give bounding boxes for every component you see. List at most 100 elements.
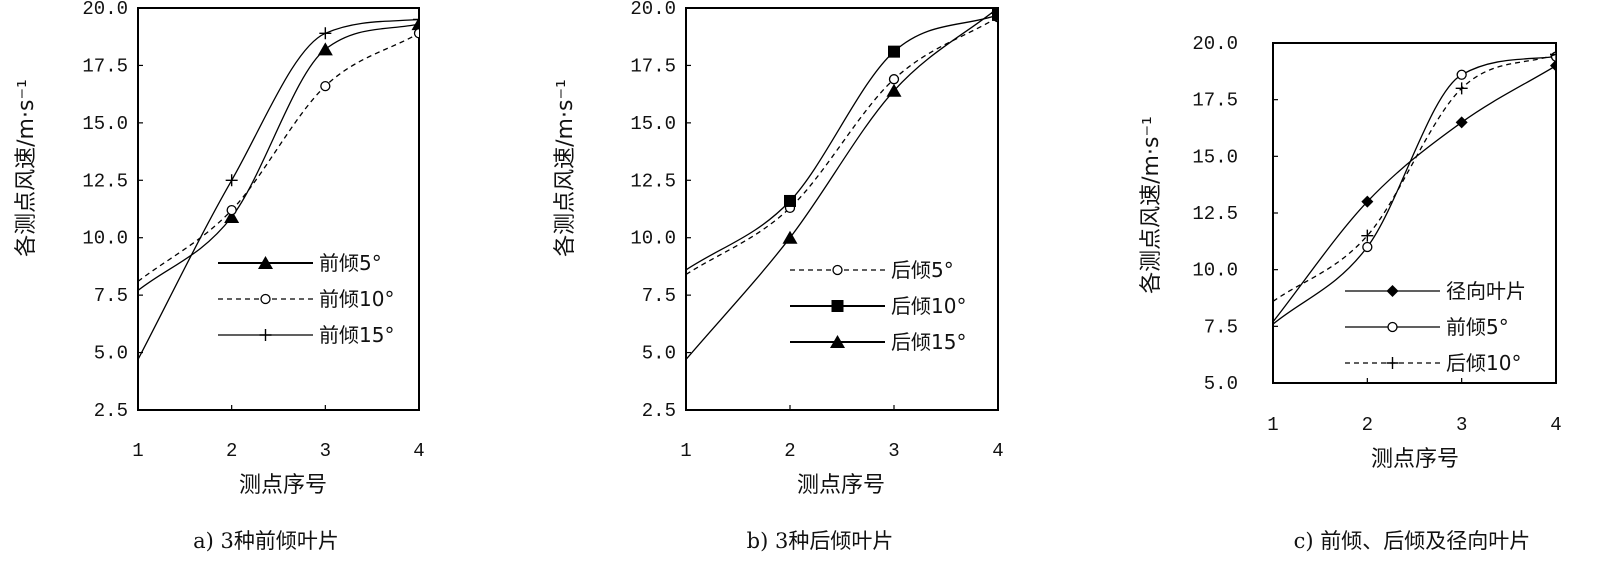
y-tick-label: 2.5 — [94, 400, 128, 422]
y-tick-label: 7.5 — [642, 285, 676, 307]
x-tick-label: 2 — [226, 440, 237, 462]
series-line — [138, 32, 419, 282]
x-axis-title-a: 测点序号 — [239, 473, 327, 498]
y-tick-label: 12.5 — [630, 170, 676, 192]
y-tick-label: 20.0 — [1192, 33, 1238, 55]
y-tick-label: 5.0 — [642, 343, 676, 365]
legend-label: 后倾5° — [891, 258, 954, 282]
series-1 — [686, 12, 998, 276]
data-point-marker — [886, 83, 902, 97]
data-point-marker — [411, 17, 419, 31]
y-tick-label: 7.5 — [1204, 316, 1238, 338]
data-point-marker — [1550, 59, 1556, 72]
y-tick-label: 2.5 — [642, 400, 676, 422]
series-2 — [686, 8, 998, 271]
plot-frame — [137, 7, 420, 411]
legend-marker — [259, 329, 272, 341]
data-point-marker — [1361, 195, 1374, 208]
panel-a: 2.5 5.0 7.5 10.0 12.5 15.0 17.5 20.0 1 2 3 4 前倾5° 前倾1… — [14, 0, 425, 553]
series-2 — [1273, 51, 1556, 325]
data-point-marker — [990, 8, 998, 14]
series-line — [686, 16, 998, 276]
data-point-marker — [784, 194, 796, 207]
series-2 — [138, 28, 419, 282]
legend-marker — [831, 300, 844, 312]
legend-marker — [260, 293, 271, 305]
x-axis-title-c: 测点序号 — [1371, 447, 1459, 472]
caption-b: b) 3种后倾叶片 — [747, 529, 894, 553]
y-tick-label: 20.0 — [82, 0, 128, 20]
y-axis-title-b: 各测点风速/m·s⁻¹ — [553, 79, 578, 257]
y-tick-label: 15.0 — [630, 113, 676, 135]
x-tick-label: 1 — [680, 440, 691, 462]
x-tick-label: 1 — [132, 440, 143, 462]
x-tick-label: 1 — [1267, 414, 1278, 436]
x-tick-label: 3 — [320, 440, 331, 462]
y-tick-label: 12.5 — [1192, 203, 1238, 225]
data-point-marker — [1362, 241, 1373, 253]
legend-marker — [1387, 321, 1398, 333]
y-tick-label: 15.0 — [1192, 146, 1238, 168]
y-tick-label: 12.5 — [82, 170, 128, 192]
caption-c: c) 前倾、后倾及径向叶片 — [1294, 529, 1531, 553]
data-point-marker — [1455, 116, 1468, 129]
series-line — [1273, 65, 1556, 323]
y-tick-label: 17.5 — [1192, 90, 1238, 112]
data-point-marker — [413, 28, 419, 39]
data-point-marker — [888, 45, 900, 58]
x-tick-label: 3 — [1456, 414, 1467, 436]
y-tick-label: 20.0 — [630, 0, 676, 20]
plot-frame — [685, 7, 999, 411]
legend-label: 后倾10° — [891, 294, 966, 318]
series-line — [686, 14, 998, 271]
legend-label: 前倾5° — [319, 251, 382, 275]
data-point-marker — [782, 230, 798, 244]
y-tick-label: 5.0 — [94, 343, 128, 365]
panel-b: 2.5 5.0 7.5 10.0 12.5 15.0 17.5 20.0 1 2 3 4 后倾5° 后倾1… — [553, 0, 1004, 553]
series-line — [138, 23, 419, 292]
y-tick-label: 10.0 — [1192, 260, 1238, 282]
series-1 — [1273, 59, 1556, 323]
series-1 — [138, 17, 419, 292]
legend-label: 前倾10° — [319, 287, 394, 311]
data-point-marker — [992, 8, 998, 21]
x-tick-label: 2 — [1362, 414, 1373, 436]
legend-marker — [1386, 357, 1399, 369]
data-point-marker — [320, 80, 331, 92]
legend-label: 后倾10° — [1446, 351, 1521, 375]
y-axis-title-a: 各测点风速/m·s⁻¹ — [14, 79, 39, 257]
x-tick-label: 3 — [888, 440, 899, 462]
series-3 — [1273, 48, 1556, 302]
legend-label: 前倾15° — [319, 323, 394, 347]
legend-marker — [1386, 285, 1399, 297]
data-point-marker — [1455, 82, 1468, 95]
y-tick-label: 5.0 — [1204, 373, 1238, 395]
series-3 — [138, 13, 419, 360]
legend-marker — [832, 264, 843, 276]
x-tick-label: 4 — [1550, 414, 1561, 436]
series-line — [1273, 55, 1556, 325]
plot-area-b: 2.5 5.0 7.5 10.0 12.5 15.0 17.5 20.0 1 2 3 4 后倾5° 后倾1… — [630, 0, 1003, 462]
plot-frame — [1272, 42, 1557, 384]
data-point-marker — [1550, 48, 1556, 61]
y-tick-label: 17.5 — [82, 55, 128, 77]
data-point-marker — [413, 13, 419, 26]
x-tick-label: 2 — [784, 440, 795, 462]
y-tick-label: 17.5 — [630, 55, 676, 77]
data-point-marker — [888, 74, 900, 85]
data-point-marker — [319, 27, 332, 40]
data-point-marker — [317, 42, 333, 56]
data-point-marker — [224, 210, 240, 224]
series-line — [686, 8, 998, 360]
y-tick-label: 7.5 — [94, 285, 128, 307]
y-tick-label: 10.0 — [630, 228, 676, 250]
caption-a: a) 3种前倾叶片 — [193, 529, 339, 553]
y-axis-title-c: 各测点风速/m·s⁻¹ — [1139, 116, 1164, 294]
legend-label: 后倾15° — [891, 330, 966, 354]
data-point-marker — [1361, 229, 1374, 242]
y-tick-label: 15.0 — [82, 113, 128, 135]
legend-marker — [830, 335, 845, 348]
